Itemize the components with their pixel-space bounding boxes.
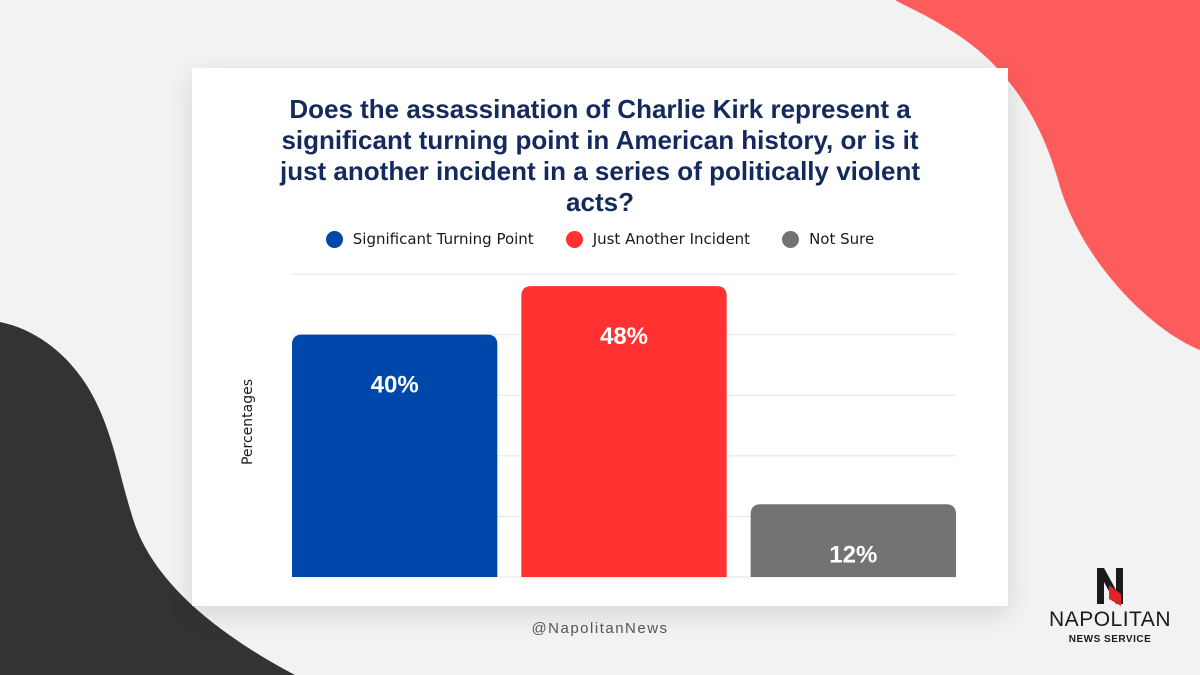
legend-item: Just Another Incident bbox=[565, 230, 751, 248]
data-label: 40% bbox=[371, 372, 419, 399]
legend-swatch bbox=[565, 230, 583, 248]
legend-swatch bbox=[782, 230, 800, 248]
chart-title: Does the assassination of Charlie Kirk r… bbox=[279, 94, 921, 217]
legend-label: Just Another Incident bbox=[592, 230, 751, 248]
chart-legend: Significant Turning Point Just Another In… bbox=[192, 230, 1008, 248]
bar bbox=[521, 286, 727, 577]
napolitan-logo: NAPOLITAN NEWS SERVICE bbox=[1040, 566, 1180, 645]
data-label: 48% bbox=[600, 323, 648, 350]
legend-label: Not Sure bbox=[809, 230, 875, 248]
data-label: 12% bbox=[829, 541, 877, 568]
napolitan-n-logo-icon bbox=[1097, 568, 1123, 606]
logo-name: NAPOLITAN bbox=[1049, 608, 1171, 631]
legend-item: Significant Turning Point bbox=[325, 230, 534, 248]
bar bbox=[292, 334, 498, 577]
social-handle: @NapolitanNews bbox=[531, 620, 669, 637]
logo-subtitle: NEWS SERVICE bbox=[1068, 634, 1152, 645]
legend-label: Significant Turning Point bbox=[352, 230, 534, 248]
dark-blob bbox=[0, 322, 295, 675]
bar bbox=[750, 504, 956, 577]
legend-swatch bbox=[325, 230, 343, 248]
red-blob bbox=[895, 0, 1200, 350]
legend-item: Not Sure bbox=[782, 230, 874, 248]
